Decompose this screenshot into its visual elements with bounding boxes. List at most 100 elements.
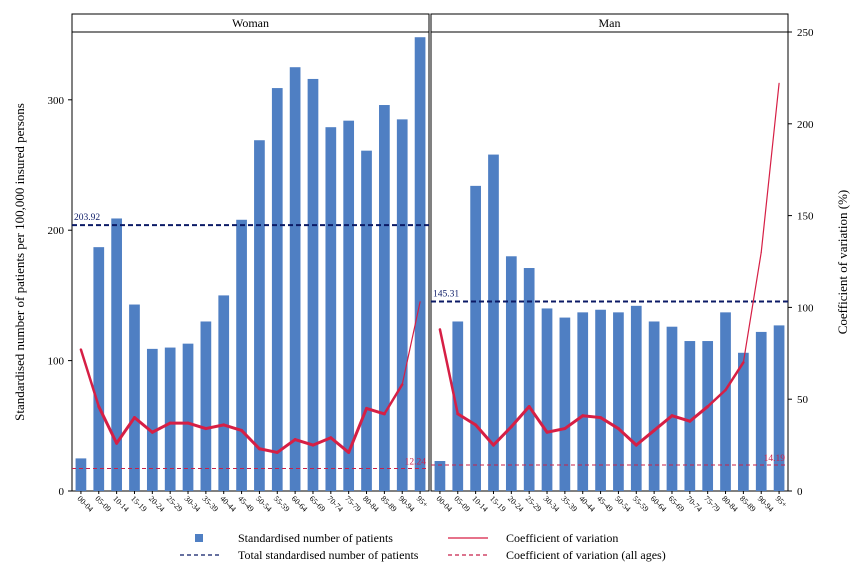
cv-line-segment-man-14 — [688, 405, 710, 423]
x-tick-label-man-75-79: 75-79 — [702, 494, 722, 514]
bar-woman-35-39 — [200, 321, 212, 491]
legend: Standardised number of patients Coeffici… — [180, 530, 740, 566]
bar-man-75-79 — [702, 341, 714, 491]
x-tick-label-woman-45-49: 45-49 — [236, 494, 256, 514]
x-tick-label-man-65-69: 65-69 — [667, 494, 687, 514]
cv-line-segment-woman-13 — [311, 436, 333, 447]
y2-tick-label-250: 250 — [797, 27, 814, 39]
bar-man-05-09 — [452, 321, 464, 491]
x-tick-label-man-60-64: 60-64 — [649, 494, 669, 514]
bar-man-00-04 — [434, 461, 446, 491]
cv-line-segment-woman-12 — [293, 438, 315, 447]
cv-line-segment-woman-9 — [240, 428, 261, 451]
bar-man-65-69 — [666, 326, 678, 491]
y2-tick-label-100: 100 — [797, 302, 814, 314]
cv-line-segment-man-4 — [509, 405, 531, 429]
bar-woman-60-64 — [289, 67, 301, 491]
cv-line-segment-man-3 — [491, 425, 513, 447]
y2-axis-title: Coefficient of variation (%) — [835, 190, 850, 335]
x-tick-label-woman-80-84: 80-84 — [361, 494, 381, 514]
panel-title-woman: Woman — [232, 16, 269, 30]
legend-square-icon — [195, 534, 203, 542]
legend-label-cv-all: Coefficient of variation (all ages) — [506, 548, 666, 562]
panel-frame-man — [430, 31, 789, 492]
bar-woman-05-09 — [93, 247, 105, 491]
y-tick-label-200: 200 — [48, 225, 65, 237]
cv-line-segment-woman-16 — [365, 406, 386, 416]
bar-woman-30-34 — [182, 343, 194, 491]
panel-frame-woman — [71, 31, 430, 492]
cv-line-segment-woman-17 — [383, 383, 404, 416]
cv-line-segment-man-12 — [652, 414, 674, 432]
legend-dash-red-icon — [448, 554, 488, 556]
bar-man-90-94 — [755, 331, 767, 491]
x-tick-label-man-05-09: 05-09 — [452, 494, 472, 514]
y2-tick-label-50: 50 — [797, 394, 809, 406]
cv-line-segment-man-11 — [634, 428, 656, 447]
cv-line-segment-woman-0 — [79, 348, 101, 408]
y-tick-label-0: 0 — [59, 486, 65, 498]
x-tick-label-woman-55-59: 55-59 — [272, 494, 292, 514]
bar-man-50-54 — [613, 312, 624, 491]
cv-line-segment-woman-18 — [401, 301, 421, 386]
bar-woman-70-74 — [325, 127, 337, 491]
y-tick-label-100: 100 — [48, 356, 65, 368]
x-tick-label-man-30-34: 30-34 — [542, 494, 562, 514]
legend-label-cv: Coefficient of variation — [506, 531, 619, 545]
x-tick-label-woman-60-64: 60-64 — [290, 494, 310, 514]
y2-tick-label-0: 0 — [797, 486, 803, 498]
x-tick-label-woman-90-94: 90-94 — [397, 494, 417, 514]
x-tick-label-woman-95+: 95+ — [415, 494, 431, 510]
y-axis-title: Standardised number of patients per 100,… — [12, 103, 27, 421]
x-tick-label-woman-85-89: 85-89 — [379, 494, 399, 514]
bar-woman-80-84 — [361, 150, 372, 491]
cv-line-segment-woman-4 — [150, 421, 172, 434]
cv-line-segment-woman-7 — [204, 423, 226, 431]
bar-woman-55-59 — [271, 88, 283, 492]
cv-line-segment-woman-6 — [186, 421, 208, 431]
x-tick-label-woman-40-44: 40-44 — [218, 494, 238, 514]
panel-title-man: Man — [599, 16, 621, 30]
x-tick-label-woman-15-19: 15-19 — [129, 494, 149, 514]
bar-man-95+ — [773, 325, 785, 491]
bar-woman-85-89 — [379, 105, 390, 491]
legend-solid-line-icon — [448, 537, 488, 539]
cv-line-segment-woman-14 — [329, 436, 351, 454]
bar-man-40-44 — [577, 312, 589, 491]
cv-line-segment-man-5 — [527, 405, 549, 434]
bar-woman-40-44 — [218, 295, 230, 491]
x-tick-label-woman-65-69: 65-69 — [308, 494, 328, 514]
total-label-woman: 203.92 — [74, 213, 100, 223]
bar-man-10-14 — [470, 185, 481, 491]
x-tick-label-man-25-29: 25-29 — [524, 494, 544, 514]
bar-woman-20-24 — [146, 348, 158, 491]
cv-line-segment-woman-8 — [222, 423, 244, 432]
cv-line-segment-man-15 — [706, 388, 727, 408]
bar-man-70-74 — [684, 341, 696, 491]
bar-man-25-29 — [523, 268, 535, 491]
bar-man-20-24 — [505, 256, 517, 491]
x-tick-label-man-55-59: 55-59 — [631, 494, 651, 514]
bar-man-35-39 — [559, 317, 571, 491]
y2-tick-label-150: 150 — [797, 211, 814, 223]
cv-line-segment-man-13 — [670, 414, 692, 423]
cv-line-segment-man-9 — [599, 416, 620, 431]
bar-woman-50-54 — [254, 140, 265, 492]
x-tick-label-woman-30-34: 30-34 — [183, 494, 203, 514]
bar-woman-45-49 — [236, 219, 247, 492]
cv-line-segment-woman-10 — [257, 447, 279, 454]
x-tick-label-woman-70-74: 70-74 — [325, 494, 345, 514]
cv-line-segment-woman-1 — [97, 405, 119, 445]
cv-line-segment-man-18 — [760, 82, 780, 253]
bar-woman-00-04 — [75, 458, 87, 491]
x-tick-label-man-50-54: 50-54 — [613, 494, 633, 514]
legend-label-patients: Standardised number of patients — [238, 531, 393, 545]
bar-woman-15-19 — [129, 304, 140, 491]
x-tick-label-woman-05-09: 05-09 — [93, 494, 113, 514]
x-tick-label-woman-75-79: 75-79 — [343, 494, 363, 514]
bar-woman-90-94 — [396, 119, 408, 491]
x-tick-label-man-70-74: 70-74 — [684, 494, 704, 514]
cv-line-segment-woman-11 — [275, 438, 297, 454]
total-label-man: 145.31 — [433, 290, 459, 300]
